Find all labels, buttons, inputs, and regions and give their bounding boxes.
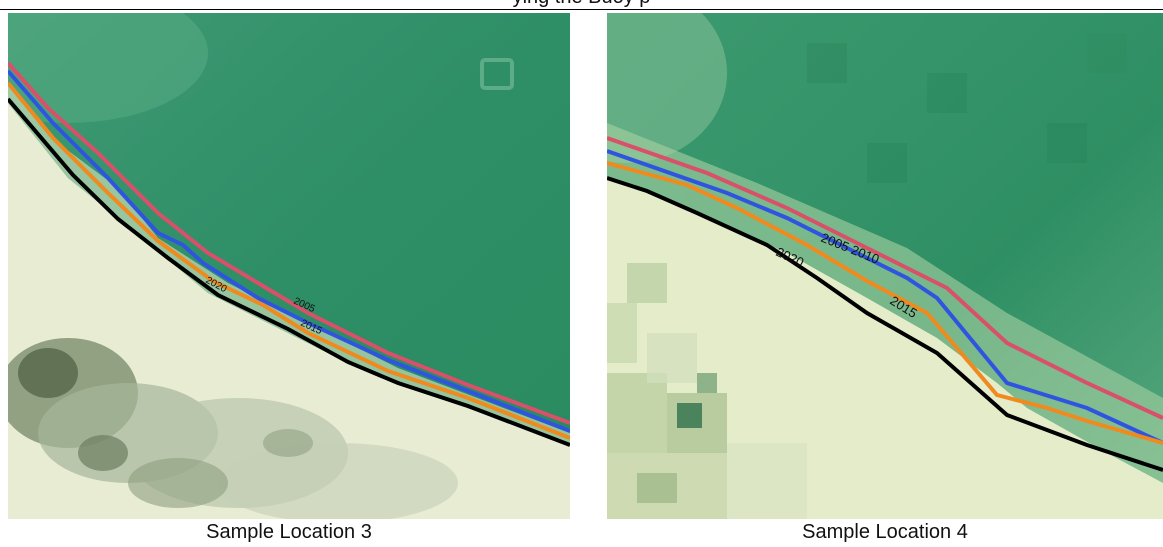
aerial-image-location-3: 2020 2005 2015 (8, 13, 570, 519)
shoreline-2015 (8, 81, 570, 440)
map-panel-location-4: 2005 2010 2020 2015 (607, 13, 1163, 519)
shoreline-2020 (607, 176, 1163, 472)
caption-location-4: Sample Location 4 (802, 521, 968, 543)
map-panel-location-3: 2020 2005 2015 (8, 13, 570, 519)
submerged-structure (480, 58, 514, 90)
shoreline-2020 (8, 97, 570, 447)
shoreline-2005 (607, 136, 1163, 420)
aerial-image-location-4: 2005 2010 2020 2015 (607, 13, 1163, 519)
shoreline-2010 (607, 149, 1163, 445)
header-text: ying the Buoy p (0, 0, 1163, 9)
vegetation-area (8, 338, 458, 519)
vegetation-area (607, 263, 807, 519)
shoreline-2005 (8, 61, 570, 425)
shoreline-2015 (607, 161, 1163, 445)
top-rule (0, 9, 1163, 10)
caption-location-3: Sample Location 3 (206, 521, 372, 543)
beach-area (607, 178, 1163, 519)
shoreline-2010 (8, 69, 570, 433)
